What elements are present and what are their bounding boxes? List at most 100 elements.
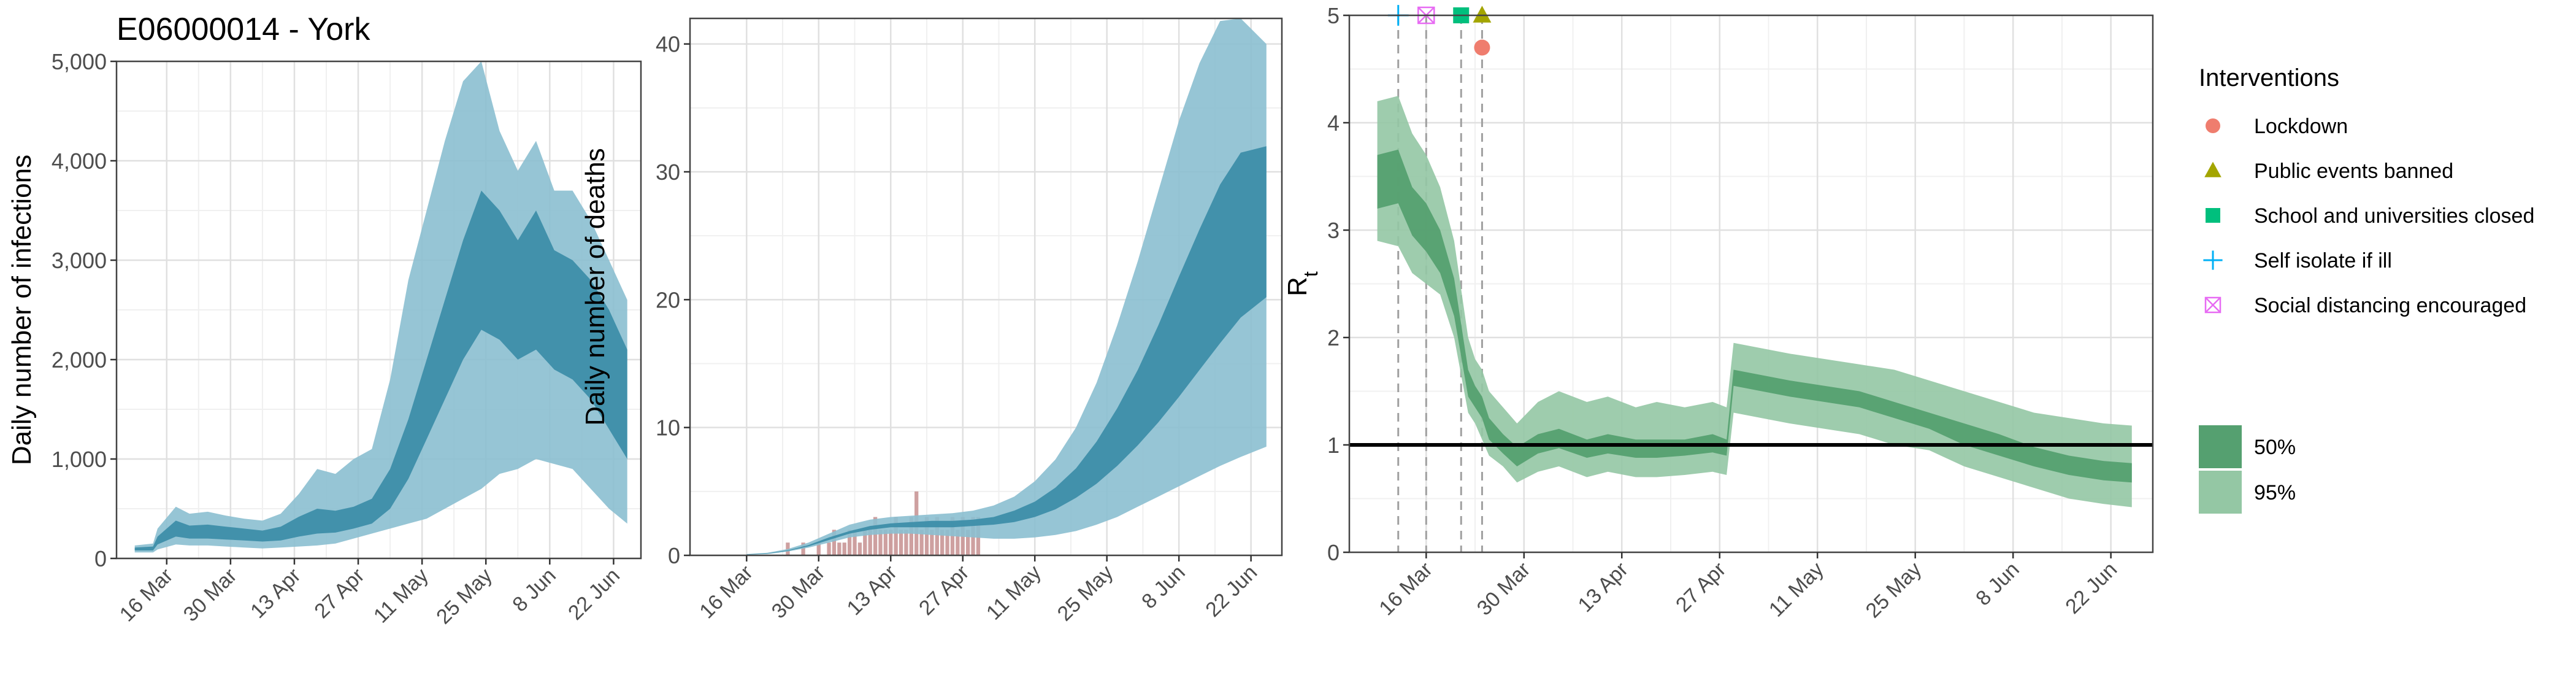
death-bar	[863, 530, 867, 555]
legend-band-label: 95%	[2254, 481, 2296, 504]
infections-x-tick-label: 30 Mar	[179, 564, 242, 627]
death-bar	[883, 530, 888, 555]
death-bar	[956, 530, 960, 555]
deaths-x-tick-label: 11 May	[982, 561, 1046, 625]
death-bar	[930, 530, 934, 555]
legend-label: Social distancing encouraged	[2254, 294, 2526, 317]
death-bar	[878, 530, 883, 555]
infections-y-tick-label: 2,000	[52, 347, 107, 372]
legend-label: Public events banned	[2254, 160, 2453, 183]
deaths-y-tick-label: 40	[656, 32, 680, 57]
death-bar	[965, 530, 970, 555]
legend-label: Lockdown	[2254, 115, 2348, 138]
death-bar	[904, 530, 908, 555]
rt-x-tick-label: 13 Apr	[1574, 558, 1633, 617]
rt-x-tick-label: 27 Apr	[1671, 558, 1730, 617]
deaths-y-tick-label: 20	[656, 287, 680, 312]
death-bar	[894, 517, 898, 555]
intervention-marker	[1473, 6, 1492, 23]
intervention-marker	[1474, 39, 1490, 56]
death-bar	[827, 542, 831, 555]
rt-x-tick-label: 8 Jun	[1971, 558, 2024, 611]
legend-label: School and universities closed	[2254, 204, 2534, 228]
death-bar	[857, 542, 862, 555]
death-bar	[909, 517, 913, 555]
deaths-x-tick-label: 16 Mar	[695, 561, 757, 623]
death-bar	[899, 530, 903, 555]
death-bar	[847, 530, 852, 555]
death-bar	[837, 542, 841, 555]
infections-x-tick-label: 8 Jun	[508, 564, 561, 617]
rt-panel: 0 1 2 3 4 5 16 Mar 30 Mar 13 Apr 27 Apr 11 May 25 M…	[1282, 3, 2154, 623]
legend-bands: 50% 95%	[2199, 425, 2296, 514]
legend-swatch-50	[2199, 425, 2242, 468]
rt-panel-border	[1348, 14, 2154, 554]
legend-interventions: Lockdown Public events banned School and u…	[2203, 115, 2534, 317]
legend-label: Self isolate if ill	[2254, 249, 2392, 272]
death-bar	[924, 517, 929, 555]
deaths-x-tick-label: 8 Jun	[1137, 561, 1190, 614]
rt-x-tick-label: 16 Mar	[1374, 558, 1437, 620]
legend-marker-triangle	[2204, 161, 2221, 177]
infections-panel-border	[115, 60, 642, 560]
rt-y-axis-subscript: t	[1300, 271, 1322, 277]
rt-y-tick-label: 2	[1327, 325, 1340, 350]
deaths-x-tick-label: 30 Mar	[767, 561, 830, 623]
death-bar	[919, 530, 924, 555]
infections-y-tick-label: 1,000	[52, 447, 107, 472]
rt-band-95	[1377, 96, 2132, 507]
infections-y-tick-label: 4,000	[52, 149, 107, 174]
death-bar	[832, 530, 837, 555]
death-bar	[853, 530, 857, 555]
rt-y-tick-label: 1	[1327, 433, 1340, 458]
legend-band-label: 50%	[2254, 436, 2296, 459]
rt-x-tick-label: 25 May	[1861, 558, 1926, 623]
legend-marker-square	[2206, 208, 2220, 223]
deaths-x-tick-label: 25 May	[1053, 561, 1118, 626]
death-bar	[801, 542, 805, 555]
deaths-band-50	[746, 146, 1267, 555]
rt-y-tick-label: 5	[1327, 3, 1340, 28]
infections-x-tick-label: 22 Jun	[564, 564, 624, 625]
death-bar	[935, 517, 939, 555]
legend-marker-circle	[2206, 118, 2220, 133]
rt-y-axis-label: Rt	[1282, 271, 1322, 296]
deaths-y-axis-label: Daily number of deaths	[580, 148, 610, 425]
rt-y-tick-label: 3	[1327, 218, 1340, 243]
infections-panel: 0 1,000 2,000 3,000 4,000 5,000 16 Mar 30 Mar 13…	[7, 49, 642, 629]
death-bar	[889, 530, 893, 555]
death-bar	[842, 542, 846, 555]
infections-y-tick-label: 5,000	[52, 49, 107, 74]
death-bar	[873, 517, 878, 555]
deaths-x-tick-label: 22 Jun	[1201, 561, 1262, 622]
death-bar	[786, 542, 790, 555]
rt-x-tick-label: 30 Mar	[1473, 558, 1535, 620]
infections-x-tick-label: 25 May	[432, 564, 497, 629]
infections-x-tick-label: 27 Apr	[310, 564, 369, 623]
rt-x-tick-label: 11 May	[1765, 558, 1828, 622]
legend: Interventions Lockdown Public events bann…	[2199, 64, 2534, 514]
infections-band-50	[134, 190, 627, 551]
infections-x-tick-label: 11 May	[369, 564, 433, 628]
deaths-y-tick-label: 10	[656, 415, 680, 441]
death-bar	[945, 530, 949, 555]
death-bar	[816, 542, 821, 555]
legend-swatch-95	[2199, 471, 2242, 514]
rt-x-tick-label: 22 Jun	[2061, 558, 2122, 619]
deaths-panel-border	[689, 17, 1283, 557]
legend-marker-square-cross	[2204, 296, 2221, 314]
legend-title: Interventions	[2199, 64, 2339, 91]
rt-y-tick-label: 0	[1327, 540, 1340, 565]
legend-marker-square-cross	[2205, 297, 2221, 313]
deaths-x-tick-label: 27 Apr	[914, 561, 973, 620]
infections-y-tick-label: 0	[94, 546, 107, 571]
deaths-y-tick-label: 30	[656, 160, 680, 185]
deaths-x-tick-label: 13 Apr	[843, 561, 902, 620]
death-bar	[868, 530, 872, 555]
figure-title: E06000014 - York	[117, 12, 370, 47]
infections-band-95	[134, 61, 627, 553]
infections-x-tick-label: 13 Apr	[246, 564, 305, 623]
death-bar	[940, 530, 945, 555]
